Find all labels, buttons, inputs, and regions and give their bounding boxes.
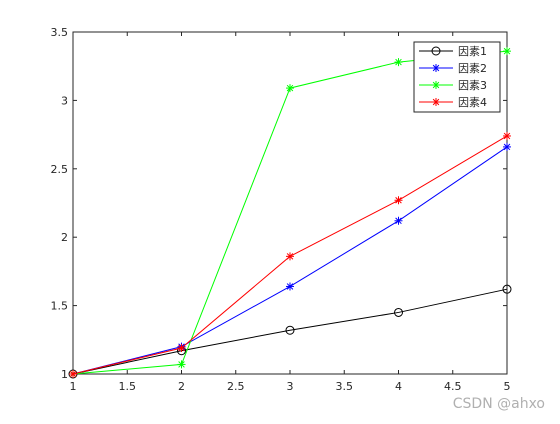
x-tick-label: 1 [70,380,77,393]
marker [69,370,77,378]
marker-stroke [286,283,294,290]
marker-stroke [395,58,402,66]
series-line [72,288,508,375]
marker [503,47,511,56]
marker-stroke [432,64,440,72]
marker [286,252,294,261]
marker [177,344,186,353]
legend-label: 因素2 [458,62,487,75]
x-tick-label: 4.5 [444,380,462,393]
marker [285,325,295,335]
y-tick-label: 3.5 [51,26,69,39]
marker-stroke [503,47,511,55]
marker-stroke [286,84,294,92]
legend-label: 因素1 [458,45,487,58]
marker-stroke [432,98,440,106]
y-tick-label: 2 [61,231,68,244]
legend-marker [432,98,440,106]
y-tick-label: 1.5 [51,300,69,313]
legend-marker [432,64,440,72]
legend-marker [432,81,440,89]
marker [286,84,294,93]
marker [286,282,294,291]
x-tick-label: 1.5 [119,380,137,393]
legend: 因素1 因素2 因素3 因素4 [413,41,501,113]
watermark: CSDN @ahxo [453,396,545,412]
marker-stroke [503,132,511,140]
x-tick-label: 2 [178,380,185,393]
marker [503,131,511,140]
x-tick-label: 3.5 [336,380,354,393]
y-tick-label: 3 [61,94,68,107]
marker [502,284,512,294]
marker-stroke [178,344,185,352]
marker [177,360,186,369]
marker [394,58,403,67]
x-tick-label: 3 [287,380,294,393]
marker [394,307,403,317]
marker-stroke [395,217,402,225]
marker-stroke [178,361,185,368]
y-tick-label: 1 [61,368,68,381]
marker-stroke [395,197,402,204]
marker-stroke [69,370,77,378]
legend-marker [431,46,441,56]
x-tick-label: 5 [504,380,511,393]
marker-stroke [432,81,440,89]
legend-label: 因素4 [458,96,487,109]
legend-box [413,41,501,113]
x-tick-label: 4 [395,380,402,393]
marker [394,196,403,205]
y-tick-label: 2.5 [51,163,69,176]
marker-stroke [503,143,511,151]
marker [503,142,511,151]
marker-stroke [286,253,294,260]
legend-label: 因素3 [458,79,487,92]
x-tick-label: 2.5 [227,380,245,393]
marker [394,216,403,225]
